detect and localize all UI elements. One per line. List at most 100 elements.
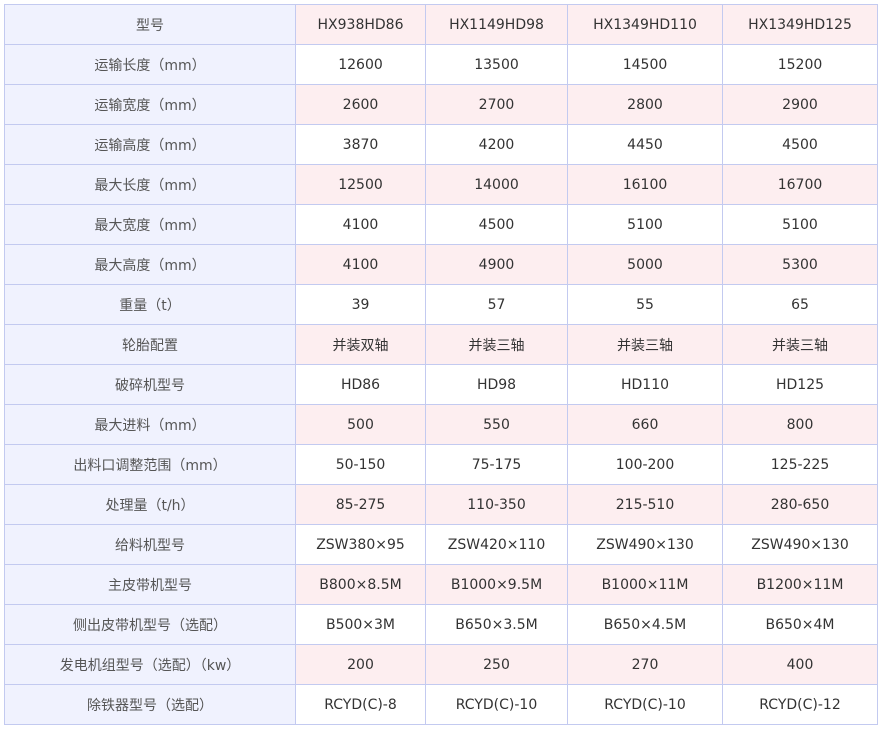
cell-value: ZSW490×130 <box>722 524 878 565</box>
cell-value: B1000×11M <box>567 564 723 605</box>
cell-value: B1200×11M <box>722 564 878 605</box>
cell-value: B650×4.5M <box>567 604 723 645</box>
cell-value: RCYD(C)-12 <box>722 684 878 725</box>
cell-value: ZSW420×110 <box>425 524 568 565</box>
cell-value: 125-225 <box>722 444 878 485</box>
cell-value: 215-510 <box>567 484 723 525</box>
cell-value: ZSW490×130 <box>567 524 723 565</box>
cell-value: HD110 <box>567 364 723 405</box>
table-row: 最大高度（mm） 4100 4900 5000 5300 <box>4 244 878 285</box>
spec-table: 型号 HX938HD86 HX1149HD98 HX1349HD110 HX13… <box>4 4 878 725</box>
row-label: 给料机型号 <box>4 524 296 565</box>
cell-value: 2900 <box>722 84 878 125</box>
cell-value: 660 <box>567 404 723 445</box>
table-row: 运输高度（mm） 3870 4200 4450 4500 <box>4 124 878 165</box>
cell-value: 85-275 <box>295 484 426 525</box>
cell-value: 5000 <box>567 244 723 285</box>
cell-value: 2700 <box>425 84 568 125</box>
table-row: 最大宽度（mm） 4100 4500 5100 5100 <box>4 204 878 245</box>
table-row: 轮胎配置 并装双轴 并装三轴 并装三轴 并装三轴 <box>4 324 878 365</box>
row-label: 运输高度（mm） <box>4 124 296 165</box>
cell-value: 5300 <box>722 244 878 285</box>
cell-value: 800 <box>722 404 878 445</box>
header-label: 型号 <box>4 4 296 45</box>
row-label: 出料口调整范围（mm） <box>4 444 296 485</box>
cell-value: 4200 <box>425 124 568 165</box>
cell-value: 65 <box>722 284 878 325</box>
cell-value: RCYD(C)-10 <box>567 684 723 725</box>
model-header: HX938HD86 <box>295 4 426 45</box>
cell-value: 并装双轴 <box>295 324 426 365</box>
cell-value: B1000×9.5M <box>425 564 568 605</box>
cell-value: B800×8.5M <box>295 564 426 605</box>
cell-value: 500 <box>295 404 426 445</box>
header-row: 型号 HX938HD86 HX1149HD98 HX1349HD110 HX13… <box>4 4 878 45</box>
cell-value: 57 <box>425 284 568 325</box>
row-label: 除铁器型号（选配） <box>4 684 296 725</box>
cell-value: 110-350 <box>425 484 568 525</box>
cell-value: HD125 <box>722 364 878 405</box>
cell-value: RCYD(C)-10 <box>425 684 568 725</box>
table-row: 破碎机型号 HD86 HD98 HD110 HD125 <box>4 364 878 405</box>
model-header: HX1149HD98 <box>425 4 568 45</box>
cell-value: 4100 <box>295 204 426 245</box>
row-label: 轮胎配置 <box>4 324 296 365</box>
row-label: 运输宽度（mm） <box>4 84 296 125</box>
table-row: 给料机型号 ZSW380×95 ZSW420×110 ZSW490×130 ZSW490… <box>4 524 878 565</box>
row-label: 重量（t） <box>4 284 296 325</box>
table-row: 侧出皮带机型号（选配） B500×3M B650×3.5M B650×4.5M B650… <box>4 604 878 645</box>
row-label: 处理量（t/h） <box>4 484 296 525</box>
row-label: 发电机组型号（选配）（kw） <box>4 644 296 685</box>
table-row: 重量（t） 39 57 55 65 <box>4 284 878 325</box>
cell-value: 并装三轴 <box>425 324 568 365</box>
cell-value: 200 <box>295 644 426 685</box>
cell-value: 3870 <box>295 124 426 165</box>
row-label: 主皮带机型号 <box>4 564 296 605</box>
cell-value: 4900 <box>425 244 568 285</box>
cell-value: 5100 <box>567 204 723 245</box>
row-label: 最大高度（mm） <box>4 244 296 285</box>
table-row: 运输宽度（mm） 2600 2700 2800 2900 <box>4 84 878 125</box>
table-row: 运输长度（mm） 12600 13500 14500 15200 <box>4 44 878 85</box>
table-row: 最大进料（mm） 500 550 660 800 <box>4 404 878 445</box>
cell-value: 100-200 <box>567 444 723 485</box>
cell-value: 16100 <box>567 164 723 205</box>
cell-value: 2800 <box>567 84 723 125</box>
cell-value: 并装三轴 <box>567 324 723 365</box>
cell-value: 2600 <box>295 84 426 125</box>
cell-value: 12500 <box>295 164 426 205</box>
row-label: 侧出皮带机型号（选配） <box>4 604 296 645</box>
row-label: 最大长度（mm） <box>4 164 296 205</box>
cell-value: B650×3.5M <box>425 604 568 645</box>
cell-value: 4500 <box>722 124 878 165</box>
cell-value: 4450 <box>567 124 723 165</box>
cell-value: 15200 <box>722 44 878 85</box>
table-row: 处理量（t/h） 85-275 110-350 215-510 280-650 <box>4 484 878 525</box>
cell-value: 50-150 <box>295 444 426 485</box>
cell-value: 并装三轴 <box>722 324 878 365</box>
cell-value: 550 <box>425 404 568 445</box>
cell-value: B500×3M <box>295 604 426 645</box>
cell-value: 55 <box>567 284 723 325</box>
row-label: 破碎机型号 <box>4 364 296 405</box>
cell-value: 250 <box>425 644 568 685</box>
cell-value: 270 <box>567 644 723 685</box>
cell-value: 4500 <box>425 204 568 245</box>
cell-value: HD86 <box>295 364 426 405</box>
table-row: 最大长度（mm） 12500 14000 16100 16700 <box>4 164 878 205</box>
table-row: 出料口调整范围（mm） 50-150 75-175 100-200 125-225 <box>4 444 878 485</box>
cell-value: HD98 <box>425 364 568 405</box>
row-label: 最大宽度（mm） <box>4 204 296 245</box>
cell-value: 12600 <box>295 44 426 85</box>
cell-value: 16700 <box>722 164 878 205</box>
table-row: 主皮带机型号 B800×8.5M B1000×9.5M B1000×11M B1200×… <box>4 564 878 605</box>
row-label: 最大进料（mm） <box>4 404 296 445</box>
model-header: HX1349HD110 <box>567 4 723 45</box>
cell-value: 75-175 <box>425 444 568 485</box>
model-header: HX1349HD125 <box>722 4 878 45</box>
cell-value: 13500 <box>425 44 568 85</box>
cell-value: RCYD(C)-8 <box>295 684 426 725</box>
cell-value: 14000 <box>425 164 568 205</box>
table-row: 除铁器型号（选配） RCYD(C)-8 RCYD(C)-10 RCYD(C)-10 RC… <box>4 684 878 725</box>
cell-value: 280-650 <box>722 484 878 525</box>
